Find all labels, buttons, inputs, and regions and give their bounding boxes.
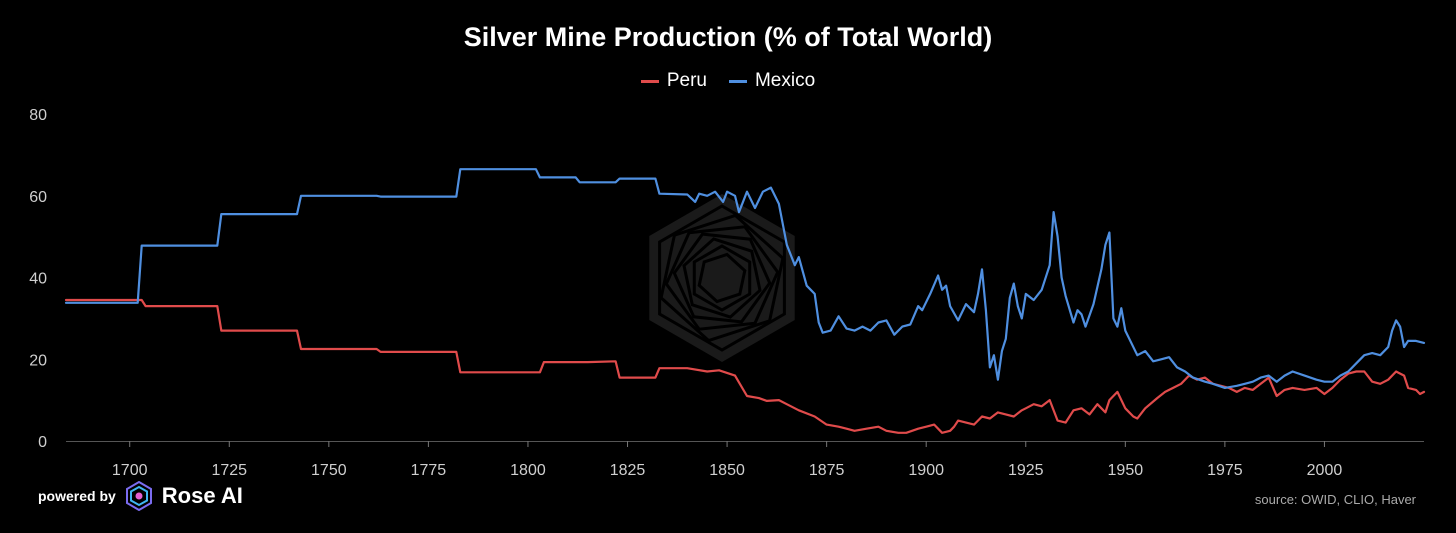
- x-tick-label: 1775: [411, 462, 447, 479]
- x-tick-label: 1700: [112, 462, 148, 479]
- y-tick-label: 40: [29, 271, 47, 288]
- x-tick-label: 1750: [311, 462, 347, 479]
- legend-label-peru: Peru: [666, 70, 707, 91]
- x-tick-label: 1800: [510, 462, 546, 479]
- y-tick-label: 60: [29, 189, 47, 206]
- x-tick-label: 2000: [1307, 462, 1343, 479]
- x-axis: 1700 1725 1750 1775 1800 1825 1850 1875 1900 1925…: [112, 441, 1342, 479]
- rose-logo-icon[interactable]: [124, 481, 154, 511]
- chart-title: Silver Mine Production (% of Total World…: [463, 22, 993, 52]
- x-tick-label: 1725: [211, 462, 247, 479]
- x-tick-label: 1950: [1108, 462, 1144, 479]
- brand-name[interactable]: Rose AI: [161, 483, 243, 508]
- x-tick-label: 1825: [610, 462, 646, 479]
- series-line-peru[interactable]: [64, 298, 1426, 434]
- x-tick-label: 1900: [908, 462, 944, 479]
- chart-legend: Peru Mexico: [0, 70, 1456, 92]
- powered-by-footer: powered by Rose AI: [38, 481, 243, 511]
- legend-label-mexico: Mexico: [754, 70, 816, 91]
- legend-item-peru[interactable]: Peru: [640, 70, 707, 92]
- powered-by-label: powered by: [38, 488, 116, 504]
- rose-watermark-icon: [649, 194, 795, 362]
- source-note: source: OWID, CLIO, Haver: [1254, 492, 1416, 507]
- legend-item-mexico[interactable]: Mexico: [728, 70, 816, 92]
- series-line-mexico[interactable]: [64, 168, 1426, 389]
- legend-swatch-mexico: [728, 79, 747, 83]
- x-tick-label: 1925: [1008, 462, 1044, 479]
- x-tick-label: 1875: [809, 462, 845, 479]
- x-tick-label: 1850: [709, 462, 745, 479]
- y-axis: 0 20 40 60 80: [29, 107, 47, 451]
- series-layer: [64, 168, 1426, 434]
- y-tick-label: 80: [29, 107, 47, 124]
- y-tick-label: 0: [38, 434, 47, 451]
- y-tick-label: 20: [29, 352, 47, 369]
- x-tick-label: 1975: [1207, 462, 1243, 479]
- legend-swatch-peru: [640, 79, 659, 83]
